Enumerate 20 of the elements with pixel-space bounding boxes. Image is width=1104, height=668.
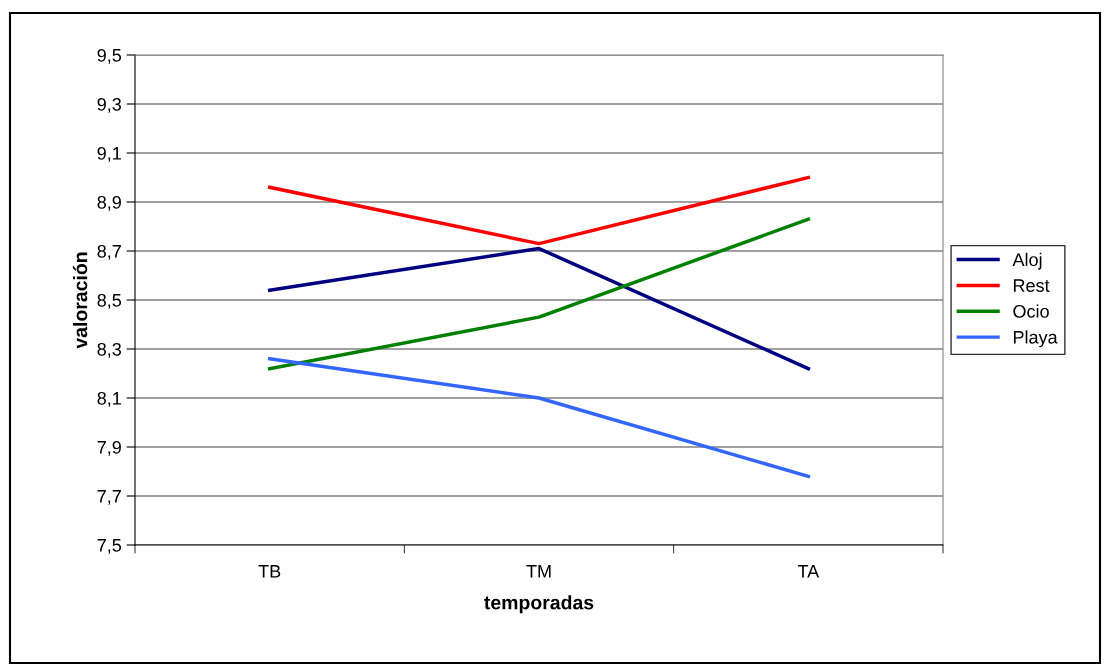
y-tick-label: 9,5 bbox=[97, 48, 122, 64]
y-tick-label: 9,1 bbox=[97, 146, 121, 162]
x-tick-label: TB bbox=[258, 565, 281, 578]
y-tick-label: 7,9 bbox=[97, 440, 121, 456]
legend-label: Aloj bbox=[1012, 252, 1042, 270]
x-tick-label: TA bbox=[797, 565, 820, 578]
y-tick-label: 8,5 bbox=[97, 293, 122, 309]
legend-label: Ocio bbox=[1013, 304, 1049, 318]
x-tick-label: TM bbox=[526, 565, 551, 578]
y-axis-title: valoración bbox=[72, 252, 88, 349]
y-tick-label: 8,9 bbox=[97, 195, 121, 211]
y-tick-label: 8,7 bbox=[97, 244, 121, 260]
x-axis-title: temporadas bbox=[484, 595, 594, 614]
y-tick-label: 8,1 bbox=[97, 391, 121, 407]
legend-label: Playa bbox=[1013, 330, 1058, 348]
y-tick-label: 7,5 bbox=[97, 539, 122, 554]
legend-label: Rest bbox=[1013, 279, 1050, 292]
y-tick-label: 8,3 bbox=[97, 342, 122, 358]
y-tick-label: 9,3 bbox=[97, 97, 122, 113]
y-tick-label: 7,7 bbox=[97, 490, 121, 505]
